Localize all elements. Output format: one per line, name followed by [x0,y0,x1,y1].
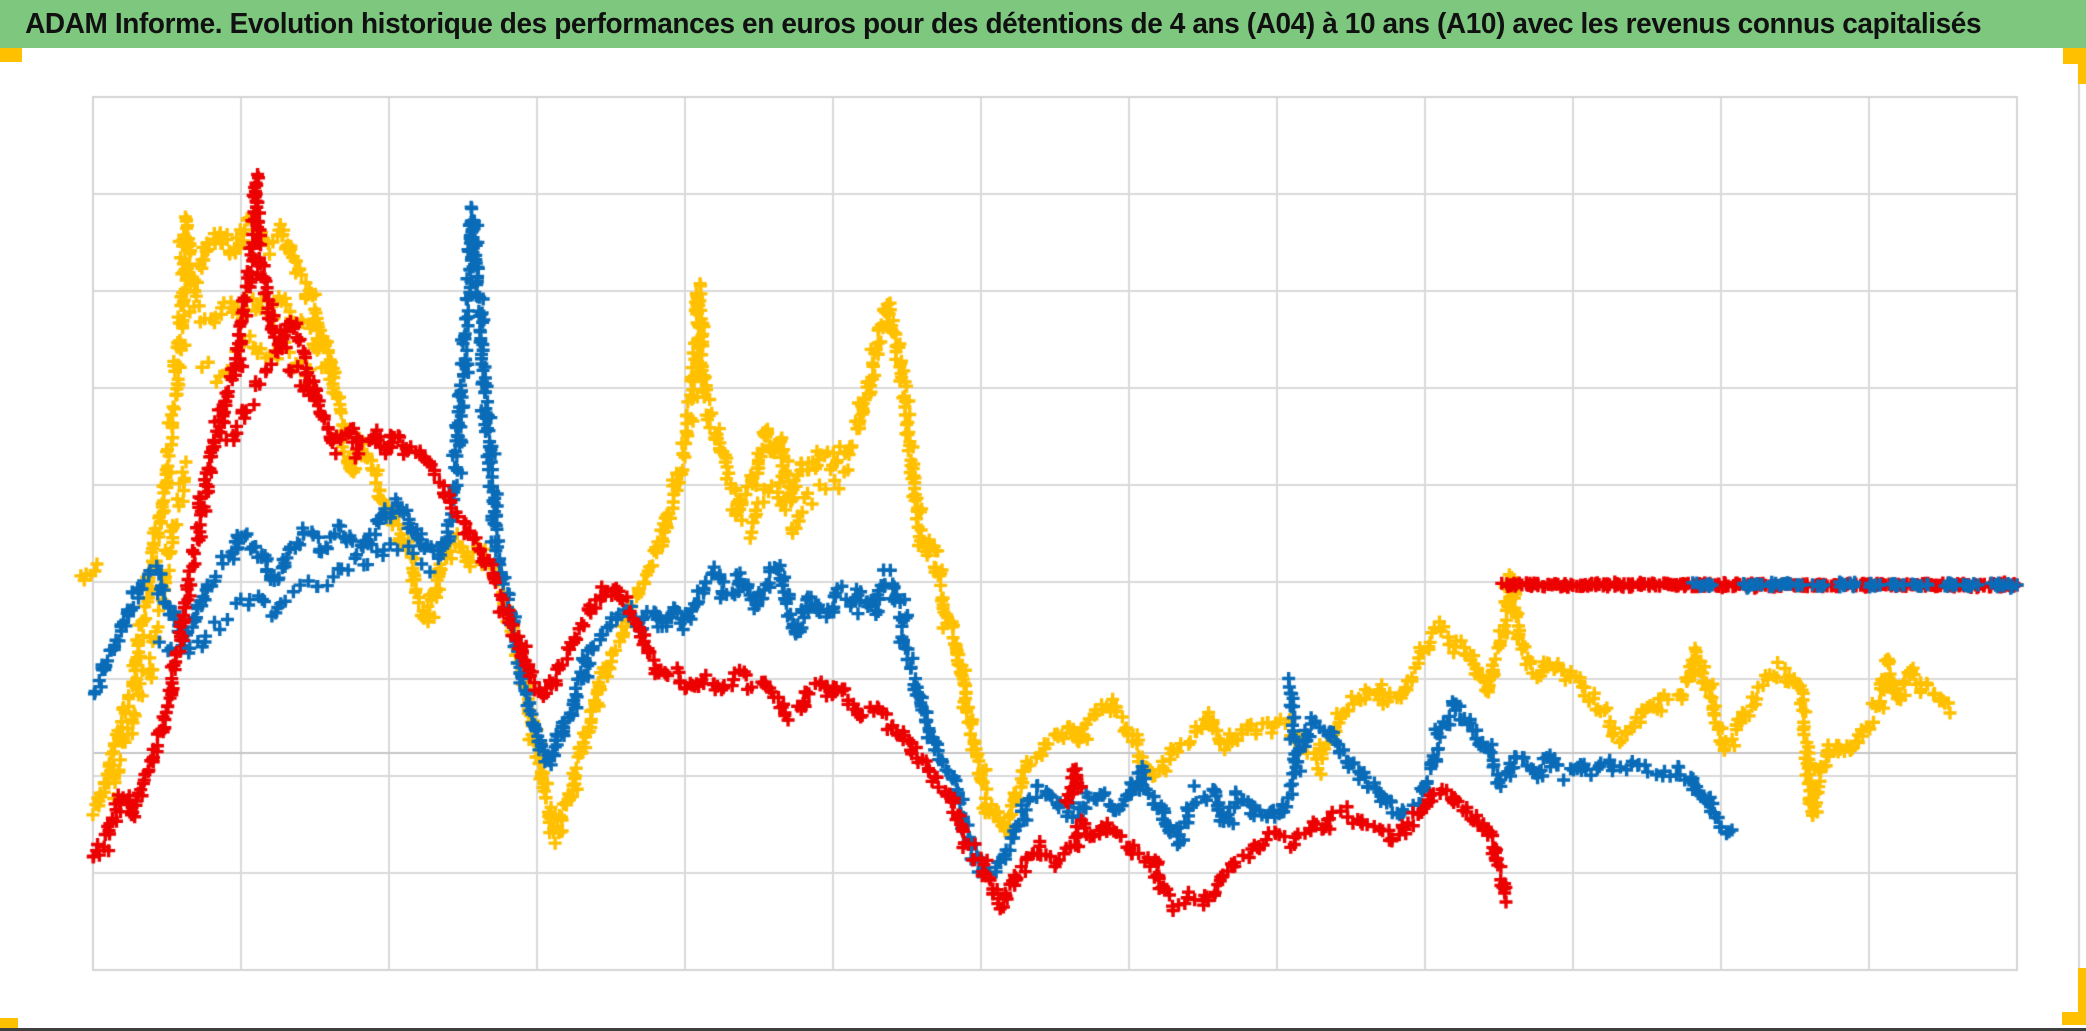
gold-accent-bottom-right-stem [2078,968,2086,1025]
page-title: ADAM Informe. Evolution historique des p… [25,8,1982,40]
title-bar: ADAM Informe. Evolution historique des p… [0,0,2086,48]
bottom-edge-line [0,1028,2086,1031]
gold-accent-bottom-left [0,1018,18,1031]
gold-accent-top-left [0,48,22,62]
gold-accent-bottom-right-bar [2062,1012,2086,1025]
gold-accent-top-right-stem [2078,48,2086,84]
